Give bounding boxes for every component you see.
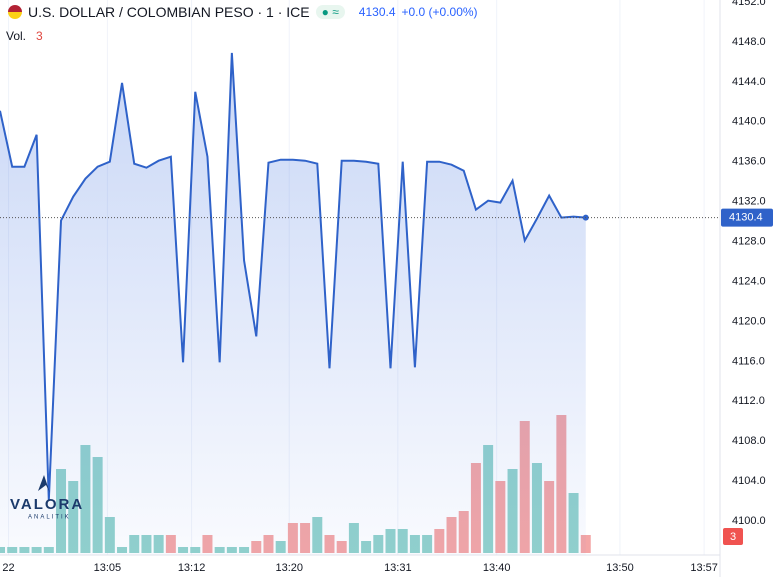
y-tick-label: 4108.0 [732, 435, 766, 447]
y-tick-label: 4120.0 [732, 315, 766, 327]
logo-sub: ANALITIK [28, 515, 71, 521]
volume-tag-label: 3 [730, 531, 736, 543]
area-fill [0, 52, 586, 556]
x-tick-label: 13:05 [94, 562, 122, 574]
x-tick-label: 13:40 [483, 562, 511, 574]
x-tick-label: 13:12 [178, 562, 206, 574]
volume-legend: Vol. 3 [6, 29, 43, 43]
volume-tag [723, 528, 743, 545]
x-tick-label: 13:57 [690, 562, 718, 574]
y-tick-label: 4140.0 [732, 116, 766, 128]
last-price: 4130.4 [358, 5, 396, 19]
x-tick-label: 22 [2, 562, 14, 574]
volume-label: Vol. [6, 29, 27, 43]
y-tick-label: 4124.0 [732, 275, 766, 287]
y-tick-label: 4128.0 [732, 235, 766, 247]
price-line [0, 52, 586, 501]
price-tag [721, 208, 773, 227]
y-tick-label: 4152.0 [732, 0, 766, 8]
x-tick-label: 13:31 [384, 562, 412, 574]
price-change: +0.0 (+0.00%) [401, 5, 478, 19]
logo: VALORA ANALITIK [10, 475, 84, 521]
y-tick-label: 4148.0 [732, 36, 766, 48]
header: U.S. DOLLAR / COLOMBIAN PESO · 1 · ICE ●… [8, 4, 478, 20]
y-tick-label: 4116.0 [732, 355, 765, 367]
volume-value: 3 [36, 29, 43, 43]
y-tick-label: 4100.0 [732, 515, 766, 527]
y-tick-label: 4136.0 [732, 156, 766, 168]
price-tag-label: 4130.4 [729, 212, 763, 224]
logo-name: VALORA [10, 496, 84, 513]
y-tick-label: 4104.0 [732, 475, 766, 487]
flag [8, 5, 22, 19]
symbol-title: U.S. DOLLAR / COLOMBIAN PESO · 1 · ICE [28, 4, 310, 20]
x-tick-label: 13:50 [606, 562, 634, 574]
x-tick-label: 13:20 [275, 562, 303, 574]
y-tick-label: 4132.0 [732, 196, 766, 208]
y-tick-label: 4144.0 [732, 76, 766, 88]
y-tick-label: 4112.0 [732, 395, 765, 407]
status-pill[interactable]: ● ≈ [315, 5, 345, 19]
